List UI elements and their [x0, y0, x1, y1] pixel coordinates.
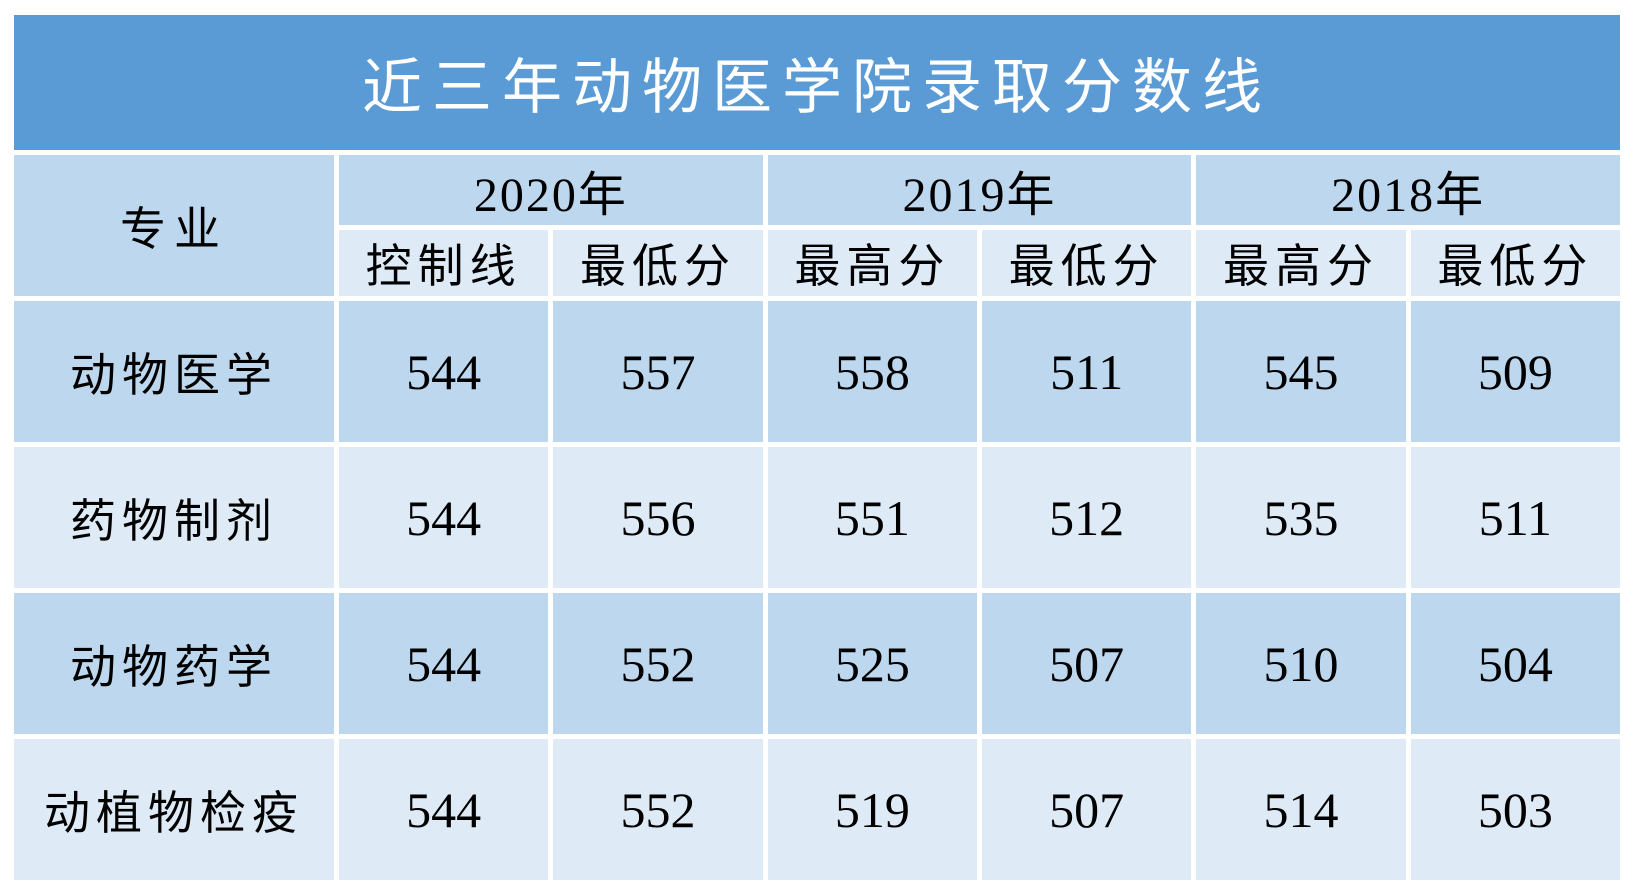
- score-cell: 544: [339, 301, 549, 442]
- table-title: 近三年动物医学院录取分数线: [14, 15, 1620, 150]
- score-cell: 552: [553, 593, 763, 734]
- header-year-2020: 2020年: [339, 155, 763, 225]
- table-row: 动物医学 544 557 558 511 545 509: [14, 301, 1620, 442]
- score-cell: 511: [981, 301, 1192, 442]
- score-cell: 509: [1410, 301, 1620, 442]
- score-cell: 511: [1410, 447, 1620, 588]
- table-row: 药物制剂 544 556 551 512 535 511: [14, 447, 1620, 588]
- score-cell: 551: [767, 447, 977, 588]
- subheader-2020-control-line: 控制线: [339, 230, 549, 296]
- year-header-row: 专业 2020年 2019年 2018年: [14, 155, 1620, 296]
- score-cell: 507: [981, 739, 1192, 880]
- header-year-2019: 2019年: [767, 155, 1192, 225]
- admission-scores-table: 近三年动物医学院录取分数线 专业 2020年 2019年 2018年 控制线 最…: [9, 10, 1625, 885]
- major-name-cell: 动物医学: [14, 301, 334, 442]
- subheader-2018-min-score: 最低分: [1410, 230, 1620, 296]
- score-cell: 510: [1196, 593, 1406, 734]
- score-cell: 552: [553, 739, 763, 880]
- subheader-2019-max-score: 最高分: [767, 230, 977, 296]
- score-cell: 545: [1196, 301, 1406, 442]
- score-cell: 558: [767, 301, 977, 442]
- score-cell: 512: [981, 447, 1192, 588]
- score-cell: 544: [339, 447, 549, 588]
- score-cell: 504: [1410, 593, 1620, 734]
- major-name-cell: 动植物检疫: [14, 739, 334, 880]
- table-row: 动植物检疫 544 552 519 507 514 503: [14, 739, 1620, 880]
- major-name-cell: 药物制剂: [14, 447, 334, 588]
- score-cell: 556: [553, 447, 763, 588]
- score-cell: 507: [981, 593, 1192, 734]
- score-cell: 519: [767, 739, 977, 880]
- score-cell: 525: [767, 593, 977, 734]
- sub-header-row: 控制线 最低分 最高分 最低分 最高分 最低分: [14, 230, 1620, 296]
- score-cell: 544: [339, 739, 549, 880]
- subheader-2019-min-score: 最低分: [981, 230, 1192, 296]
- score-cell: 503: [1410, 739, 1620, 880]
- header-year-2018: 2018年: [1196, 155, 1620, 225]
- score-cell: 535: [1196, 447, 1406, 588]
- table-row: 动物药学 544 552 525 507 510 504: [14, 593, 1620, 734]
- header-major: 专业: [14, 155, 334, 296]
- subheader-2018-max-score: 最高分: [1196, 230, 1406, 296]
- score-cell: 557: [553, 301, 763, 442]
- subheader-2020-min-score: 最低分: [553, 230, 763, 296]
- score-cell: 514: [1196, 739, 1406, 880]
- score-cell: 544: [339, 593, 549, 734]
- title-row: 近三年动物医学院录取分数线: [14, 15, 1620, 150]
- major-name-cell: 动物药学: [14, 593, 334, 734]
